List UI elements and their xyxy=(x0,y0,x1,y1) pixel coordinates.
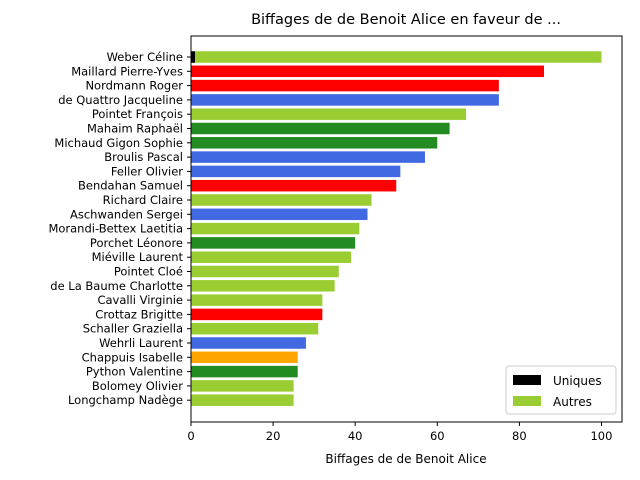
y-tick-label: Aschwanden Sergei xyxy=(70,207,183,221)
bar-autres xyxy=(191,165,401,178)
bar-autres xyxy=(191,351,298,364)
chart-title: Biffages de de Benoit Alice en faveur de… xyxy=(251,12,561,28)
y-tick-label: Miéville Laurent xyxy=(92,250,184,264)
y-tick-label: Crottaz Brigitte xyxy=(95,307,183,321)
y-tick-label: Longchamp Nadège xyxy=(68,393,183,407)
bar-autres xyxy=(191,380,294,392)
x-axis: 0 20 40 60 80 100 xyxy=(187,422,612,443)
bar-autres xyxy=(191,251,352,263)
legend-swatch xyxy=(513,375,541,385)
bar-autres xyxy=(191,308,323,321)
bar-autres xyxy=(195,51,602,63)
bar-autres xyxy=(191,108,467,120)
bar-autres xyxy=(191,265,339,278)
y-tick-label: Schaller Graziella xyxy=(83,322,183,336)
y-tick-label: Bolomey Olivier xyxy=(92,379,183,393)
y-tick-label: Broulis Pascal xyxy=(104,150,183,164)
bar-autres xyxy=(191,222,360,235)
y-tick-label: Michaud Gigon Sophie xyxy=(54,136,183,150)
bar-autres xyxy=(191,365,298,378)
bar-autres xyxy=(191,79,499,92)
bar-autres xyxy=(191,394,294,406)
x-tick-label: 80 xyxy=(512,429,527,443)
plot-frame xyxy=(190,35,623,423)
y-tick-label: Maillard Pierre-Yves xyxy=(71,64,183,78)
legend-swatch xyxy=(513,396,541,406)
y-tick-label: Python Valentine xyxy=(86,365,183,379)
y-tick-label: Weber Céline xyxy=(107,50,183,64)
y-tick-label: Morandi-Bettex Laetitia xyxy=(48,222,183,236)
y-tick-label: Nordmann Roger xyxy=(85,79,183,93)
bar-autres xyxy=(191,237,356,249)
y-tick-label: Pointet François xyxy=(92,107,183,121)
bar-autres xyxy=(191,122,450,135)
x-tick-label: 100 xyxy=(590,429,612,443)
bar-autres xyxy=(191,337,306,349)
bar-autres xyxy=(191,322,319,335)
y-tick-label: Chappuis Isabelle xyxy=(82,350,183,364)
y-tick-label: Wehrli Laurent xyxy=(99,336,183,350)
x-tick-label: 0 xyxy=(187,429,194,443)
bar-autres xyxy=(191,179,397,192)
y-tick-label: de Quattro Jacqueline xyxy=(58,93,183,107)
legend-label: Uniques xyxy=(553,374,602,388)
y-tick-label: Cavalli Virginie xyxy=(97,293,183,307)
bar-autres xyxy=(191,65,545,78)
legend: Uniques Autres xyxy=(505,365,617,415)
y-tick-label: de La Baume Charlotte xyxy=(50,279,183,293)
x-axis-label: Biffages de de Benoit Alice xyxy=(325,452,486,466)
bar-autres xyxy=(191,137,438,149)
bar-autres xyxy=(191,294,323,306)
y-tick-label: Pointet Cloé xyxy=(114,265,183,279)
bar-autres xyxy=(191,151,425,163)
bar-autres xyxy=(191,94,499,106)
y-tick-label: Bendahan Samuel xyxy=(78,179,183,193)
y-tick-label: Porchet Léonore xyxy=(90,236,183,250)
y-tick-label: Mahaim Raphaël xyxy=(87,122,183,136)
bars-group xyxy=(191,51,602,406)
bar-autres xyxy=(191,280,335,292)
legend-label: Autres xyxy=(553,395,592,409)
bar-uniques xyxy=(191,51,196,63)
bar-autres xyxy=(191,208,368,221)
x-tick-label: 20 xyxy=(266,429,281,443)
y-tick-label: Richard Claire xyxy=(103,193,183,207)
y-tick-label: Feller Olivier xyxy=(111,164,183,178)
bar-autres xyxy=(191,194,372,206)
x-tick-label: 40 xyxy=(348,429,363,443)
x-tick-label: 60 xyxy=(430,429,445,443)
